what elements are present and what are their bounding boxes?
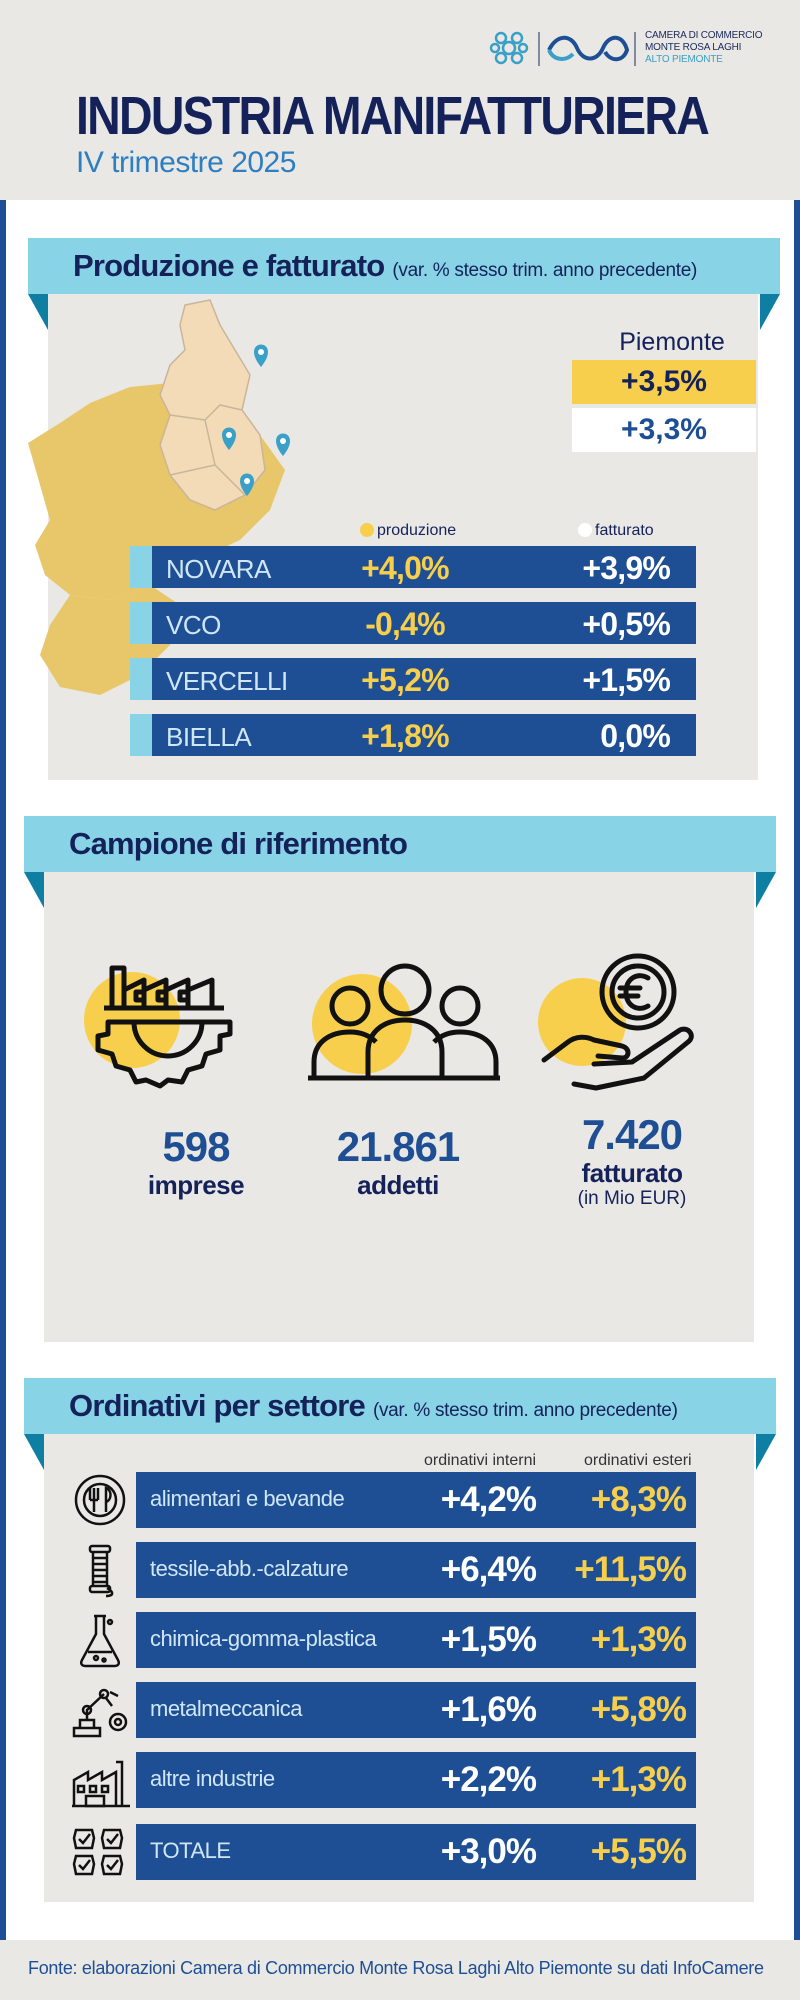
employees-label: addetti — [357, 1170, 439, 1200]
flask-icon — [79, 1614, 121, 1668]
sector-name: alimentari e bevande — [150, 1486, 345, 1511]
factory-icon — [72, 1760, 130, 1808]
province-row: VERCELLI +5,2% +1,5% — [130, 658, 696, 700]
turnover-label: fatturato — [581, 1158, 683, 1188]
sample-banner: Campione di riferimento — [24, 816, 776, 872]
sector-row: TOTALE +3,0% +5,5% — [70, 1824, 700, 1880]
robot-arm-icon — [72, 1688, 128, 1738]
column-header-external: ordinativi esteri — [584, 1452, 692, 1469]
production-banner: Produzione e fatturato (var. % stesso tri… — [28, 238, 780, 294]
legend-turnover: fatturato — [578, 522, 654, 540]
sector-external-value: +11,5% — [574, 1550, 687, 1589]
banner-fold-left — [24, 1434, 44, 1470]
sector-internal-value: +4,2% — [440, 1480, 537, 1519]
turnover-note: (in Mio EUR) — [577, 1188, 687, 1209]
sample-panel — [44, 868, 754, 1342]
legend-production: produzione — [360, 522, 456, 540]
banner-fold-right — [756, 1434, 776, 1470]
sector-row: alimentari e bevande +4,2% +8,3% — [70, 1472, 700, 1528]
checklist-icon — [72, 1828, 124, 1876]
region-production-value: +3,5% — [572, 360, 756, 404]
region-label: Piemonte — [619, 328, 725, 356]
province-row: VCO -0,4% +0,5% — [130, 602, 696, 644]
province-name: VCO — [166, 610, 221, 640]
sector-internal-value: +1,5% — [440, 1620, 537, 1659]
companies-label: imprese — [147, 1170, 245, 1200]
sector-internal-value: +6,4% — [440, 1550, 537, 1589]
companies-stat: 598 imprese — [86, 1123, 306, 1201]
footer: Fonte: elaborazioni Camera di Commercio … — [0, 1940, 800, 2000]
sector-external-value: +5,5% — [590, 1832, 687, 1871]
people-group-icon — [308, 963, 500, 1081]
legend-production-dot — [360, 523, 374, 537]
sector-row: chimica-gomma-plastica +1,5% +1,3% — [70, 1612, 700, 1668]
sector-external-value: +8,3% — [590, 1480, 687, 1519]
header: CAMERA DI COMMERCIO MONTE ROSA LAGHI ALT… — [0, 0, 800, 200]
province-production: +5,2% — [361, 662, 449, 698]
sample-title: Campione di riferimento — [69, 826, 408, 861]
province-production: +1,8% — [361, 718, 449, 754]
page-title: INDUSTRIA MANIFATTURIERA — [76, 86, 710, 146]
banner-fold-left — [28, 294, 48, 330]
province-name: BIELLA — [166, 722, 252, 752]
employees-stat: 21.861 addetti — [288, 1123, 508, 1201]
sector-internal-value: +2,2% — [440, 1760, 537, 1799]
sector-external-value: +1,3% — [590, 1620, 687, 1659]
sector-internal-value: +3,0% — [440, 1832, 537, 1871]
sector-row: tessile-abb.-calzature +6,4% +11,5% — [70, 1542, 700, 1598]
chamber-logo-text: CAMERA DI COMMERCIO MONTE ROSA LAGHI ALT… — [645, 30, 763, 65]
orders-title: Ordinativi per settore — [69, 1388, 366, 1423]
sector-external-value: +1,3% — [590, 1760, 687, 1799]
province-production: +4,0% — [361, 550, 449, 586]
column-header-internal: ordinativi interni — [424, 1452, 537, 1469]
sector-name: altre industrie — [150, 1766, 275, 1791]
banner-fold-left — [24, 872, 44, 908]
sector-internal-value: +1,6% — [440, 1690, 537, 1729]
sector-external-value: +5,8% — [590, 1690, 687, 1729]
euro-coin-hand-icon — [538, 953, 694, 1091]
legend-turnover-dot — [578, 523, 592, 537]
banner-fold-right — [756, 872, 776, 908]
thread-spool-icon — [88, 1544, 114, 1598]
right-border — [794, 200, 800, 1940]
chamber-logo-icon — [489, 31, 636, 66]
province-name: VERCELLI — [166, 666, 288, 696]
production-title: Produzione e fatturato — [73, 248, 385, 283]
province-row: NOVARA +4,0% +3,9% — [130, 546, 696, 588]
sector-row: metalmeccanica +1,6% +5,8% — [70, 1682, 700, 1738]
province-name: NOVARA — [166, 554, 271, 584]
turnover-stat: 7.420 fatturato (in Mio EUR) — [522, 1112, 742, 1210]
region-turnover-value: +3,3% — [572, 408, 756, 452]
production-note: (var. % stesso trim. anno precedente) — [392, 260, 698, 281]
employees-value: 21.861 — [336, 1123, 460, 1170]
sector-name: tessile-abb.-calzature — [150, 1556, 349, 1581]
food-plate-icon — [74, 1474, 126, 1526]
province-turnover: 0,0% — [600, 718, 671, 754]
orders-banner: Ordinativi per settore (var. % stesso tri… — [24, 1378, 776, 1434]
left-border — [0, 200, 6, 1940]
sector-name: metalmeccanica — [150, 1696, 302, 1721]
banner-fold-right — [760, 294, 780, 330]
turnover-value: 7.420 — [581, 1111, 683, 1158]
sector-row: altre industrie +2,2% +1,3% — [70, 1752, 700, 1808]
factory-gear-icon — [84, 965, 233, 1089]
sector-name: TOTALE — [150, 1838, 231, 1863]
source-note: Fonte: elaborazioni Camera di Commercio … — [28, 1958, 764, 1978]
province-turnover: +0,5% — [582, 606, 670, 642]
province-row: BIELLA +1,8% 0,0% — [130, 714, 696, 756]
province-turnover: +1,5% — [582, 662, 670, 698]
province-turnover: +3,9% — [582, 550, 670, 586]
companies-value: 598 — [162, 1123, 230, 1170]
page-subtitle: IV trimestre 2025 — [76, 146, 296, 179]
sector-name: chimica-gomma-plastica — [150, 1626, 377, 1651]
province-production: -0,4% — [365, 606, 445, 642]
orders-note: (var. % stesso trim. anno precedente) — [372, 1400, 678, 1421]
